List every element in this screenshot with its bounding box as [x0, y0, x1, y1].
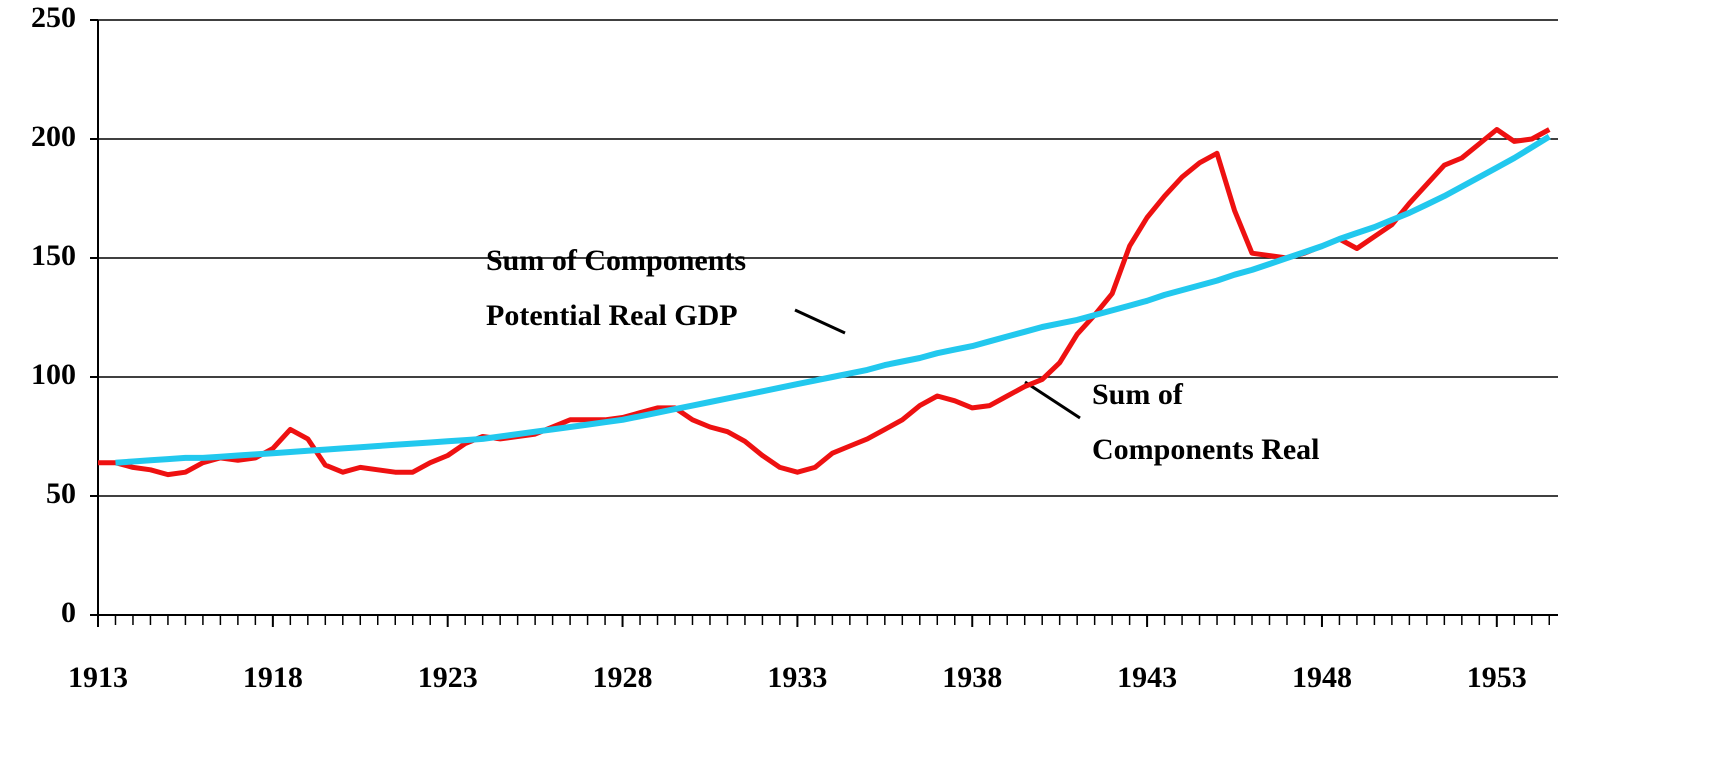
annotation-pointer	[794, 308, 846, 335]
data-line	[98, 127, 1551, 478]
y-tick-label: 100	[31, 358, 76, 391]
x-tick-label: 1948	[1292, 661, 1352, 694]
x-tick-label: 1918	[243, 661, 303, 694]
x-tick-label: 1943	[1117, 661, 1177, 694]
y-tick-label: 50	[46, 477, 76, 510]
x-tick-label: 1933	[767, 661, 827, 694]
annotation-pointer	[1024, 380, 1081, 420]
data-line	[115, 134, 1551, 466]
annotation: Potential Real GDP	[486, 299, 738, 332]
x-tick-label: 1953	[1467, 661, 1527, 694]
annotation: Components Real	[1092, 433, 1320, 466]
x-tick-label: 1913	[68, 661, 128, 694]
y-tick-label: 200	[31, 120, 76, 153]
x-tick-label: 1938	[942, 661, 1002, 694]
y-tick-label: 150	[31, 239, 76, 272]
y-tick-label: 250	[31, 1, 76, 34]
annotation: Sum of Components	[486, 244, 746, 277]
x-tick-label: 1923	[418, 661, 478, 694]
annotation: Sum of	[1092, 378, 1184, 411]
y-tick-label: 0	[61, 596, 76, 629]
x-tick-label: 1928	[593, 661, 653, 694]
